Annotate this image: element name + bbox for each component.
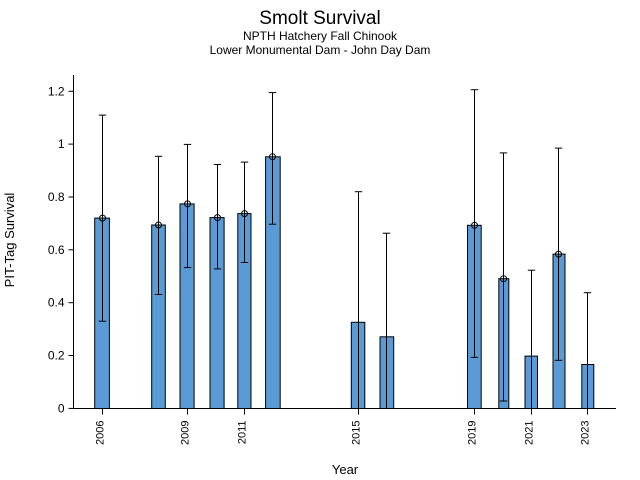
svg-text:2006: 2006 (95, 421, 107, 445)
svg-text:Year: Year (332, 462, 359, 477)
svg-text:Lower Monumental Dam - John Da: Lower Monumental Dam - John Day Dam (210, 43, 431, 57)
svg-text:NPTH Hatchery Fall Chinook: NPTH Hatchery Fall Chinook (243, 29, 398, 43)
svg-text:2009: 2009 (180, 421, 192, 445)
svg-text:2019: 2019 (467, 421, 479, 445)
svg-text:PIT-Tag Survival: PIT-Tag Survival (2, 193, 17, 288)
svg-text:2011: 2011 (237, 421, 249, 445)
svg-text:0: 0 (58, 401, 65, 415)
svg-text:1: 1 (58, 137, 65, 151)
svg-text:1.2: 1.2 (48, 84, 65, 98)
svg-text:0.4: 0.4 (48, 296, 65, 310)
svg-text:0.6: 0.6 (48, 243, 65, 257)
svg-text:Smolt Survival: Smolt Survival (259, 8, 380, 29)
svg-text:2023: 2023 (580, 421, 592, 445)
svg-text:0.2: 0.2 (48, 349, 65, 363)
svg-text:2021: 2021 (524, 421, 536, 445)
svg-text:2015: 2015 (351, 421, 363, 445)
svg-text:0.8: 0.8 (48, 190, 65, 204)
